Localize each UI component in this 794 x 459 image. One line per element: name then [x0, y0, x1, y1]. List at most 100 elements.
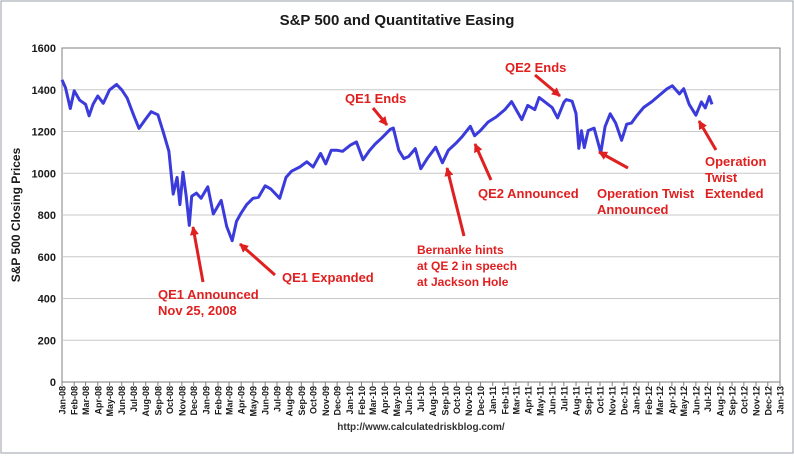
x-tick-label: Aug-08: [141, 386, 151, 417]
x-tick-label: Feb-09: [214, 386, 224, 415]
y-axis-label: S&P 500 Closing Prices: [9, 147, 23, 282]
svg-text:Operation: Operation: [705, 154, 766, 169]
svg-text:at Jackson Hole: at Jackson Hole: [417, 275, 509, 289]
x-tick-label: Aug-10: [428, 386, 438, 417]
x-tick-label: Jan-11: [488, 386, 498, 414]
x-tick-label: Feb-08: [70, 386, 80, 415]
x-tick-label: Jun-12: [691, 386, 701, 415]
x-tick-label: Aug-12: [715, 386, 725, 417]
svg-text:Operation Twist: Operation Twist: [597, 186, 695, 201]
svg-text:Bernanke hints: Bernanke hints: [417, 243, 504, 257]
svg-text:at QE 2 in speech: at QE 2 in speech: [417, 259, 517, 273]
x-tick-label: Sep-12: [728, 386, 738, 416]
x-tick-label: Sep-11: [584, 386, 594, 415]
x-tick-label: Jan-12: [632, 386, 642, 415]
x-tick-label: Mar-08: [81, 386, 91, 415]
annotation-qe1-expanded: QE1 Expanded: [239, 242, 374, 285]
x-tick-label: Jun-11: [548, 386, 558, 415]
x-tick-label: Sep-09: [297, 386, 307, 416]
x-tick-label: Nov-08: [177, 386, 187, 416]
x-tick-label: Jul-08: [129, 386, 139, 412]
y-tick-label: 1400: [32, 85, 56, 97]
x-tick-label: Sep-10: [440, 386, 450, 416]
x-tick-label: Jul-12: [703, 386, 713, 412]
x-tick-label: Jun-09: [261, 386, 271, 415]
svg-text:QE2 Announced: QE2 Announced: [478, 186, 579, 201]
annotation-qe2-ends: QE2 Ends: [505, 60, 566, 98]
x-tick-label: Aug-09: [285, 386, 295, 417]
x-tick-label: Jul-10: [416, 386, 426, 412]
y-tick-label: 1200: [32, 127, 56, 139]
x-tick-label: May-12: [679, 386, 689, 417]
x-tick-label: Jan-13: [776, 386, 786, 415]
x-tick-label: Nov-11: [608, 386, 618, 416]
svg-text:Announced: Announced: [597, 202, 669, 217]
y-tick-label: 800: [38, 210, 56, 222]
svg-text:Extended: Extended: [705, 186, 764, 201]
x-tick-label: Jul-09: [272, 386, 282, 412]
x-tick-label: Apr-12: [667, 386, 677, 415]
x-tick-label: Nov-09: [321, 386, 331, 416]
x-tick-label: Mar-10: [368, 386, 378, 415]
series-line-sp500: [60, 79, 714, 243]
y-axis-ticks: 0 200 400 600 800 1000 1200 1400 1600: [32, 43, 56, 389]
x-tick-label: Jan-10: [345, 386, 355, 415]
x-tick-label: Feb-12: [644, 386, 654, 415]
x-tick-label: May-08: [105, 386, 115, 417]
annotation-operation-twist: Operation Twist Announced: [597, 150, 695, 217]
annotation-operation-twist-extended: Operation Twist Extended: [697, 120, 766, 201]
svg-text:QE1 Expanded: QE1 Expanded: [282, 270, 374, 285]
x-tick-label: May-09: [248, 386, 258, 417]
x-tick-label: Oct-08: [165, 386, 175, 414]
x-tick-label: Dec-11: [619, 386, 629, 415]
x-tick-label: Dec-09: [333, 386, 343, 416]
x-tick-label: Jul-11: [559, 386, 569, 412]
svg-text:QE1 Announced: QE1 Announced: [158, 287, 259, 302]
x-tick-label: Dec-08: [189, 386, 199, 416]
x-tick-label: Nov-10: [464, 386, 474, 416]
annotation-bernanke: Bernanke hints at QE 2 in speech at Jack…: [417, 167, 517, 289]
svg-text:Twist: Twist: [705, 170, 738, 185]
source-url: http://www.calculatedriskblog.com/: [337, 422, 505, 433]
x-tick-label: Jan-09: [201, 386, 211, 415]
x-tick-label: Apr-08: [93, 386, 103, 415]
x-tick-label: Feb-11: [500, 386, 510, 415]
x-tick-label: Jun-10: [404, 386, 414, 415]
svg-text:QE2 Ends: QE2 Ends: [505, 60, 566, 75]
x-tick-label: Sep-08: [153, 386, 163, 416]
svg-text:QE1 Ends: QE1 Ends: [345, 91, 406, 106]
x-tick-label: Mar-09: [225, 386, 235, 415]
svg-text:Nov 25, 2008: Nov 25, 2008: [158, 303, 237, 318]
x-tick-label: Dec-10: [476, 386, 486, 416]
x-tick-label: Apr-11: [524, 386, 534, 414]
annotation-qe1-ends: QE1 Ends: [345, 91, 406, 126]
x-tick-label: May-11: [535, 386, 545, 416]
x-tick-label: Nov-12: [752, 386, 762, 416]
x-tick-label: Oct-12: [739, 386, 749, 414]
x-tick-label: Oct-09: [309, 386, 319, 414]
y-tick-label: 1000: [32, 168, 56, 180]
y-tick-label: 200: [38, 335, 56, 347]
annotation-qe1-announced: QE1 Announced Nov 25, 2008: [158, 226, 259, 318]
chart-title: S&P 500 and Quantitative Easing: [280, 12, 515, 29]
y-tick-label: 400: [38, 294, 56, 306]
x-axis-ticks: Jan-08 Feb-08 Mar-08 Apr-08 May-08 Jun-08 Jul-…: [58, 382, 786, 417]
y-tick-label: 600: [38, 252, 56, 264]
x-tick-label: Feb-10: [357, 386, 367, 415]
annotation-qe2-announced: QE2 Announced: [473, 143, 579, 201]
x-tick-label: Aug-11: [572, 386, 582, 416]
x-tick-label: Apr-10: [380, 386, 390, 415]
x-tick-label: Jan-08: [58, 386, 68, 415]
x-tick-label: Dec-12: [763, 386, 773, 416]
x-tick-label: Mar-12: [655, 386, 665, 415]
x-tick-label: Jun-08: [117, 386, 127, 415]
x-tick-label: Mar-11: [511, 386, 521, 415]
x-tick-label: Oct-10: [452, 386, 462, 414]
y-tick-label: 1600: [32, 43, 56, 55]
y-tick-label: 0: [50, 377, 56, 389]
x-tick-label: Oct-11: [596, 386, 606, 414]
x-tick-label: May-10: [392, 386, 402, 417]
x-tick-label: Apr-09: [237, 386, 247, 415]
